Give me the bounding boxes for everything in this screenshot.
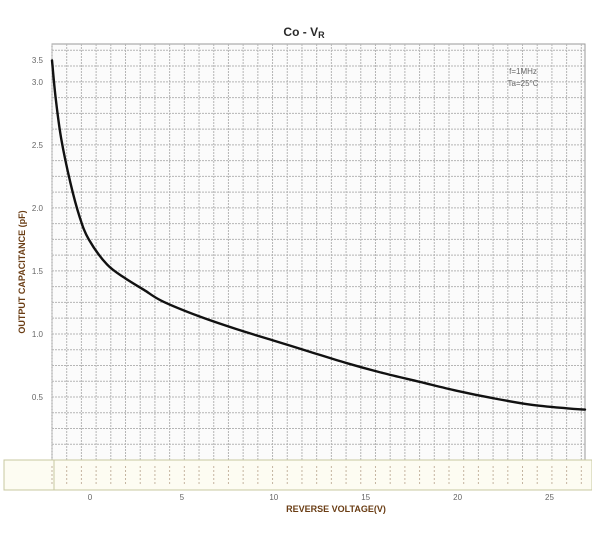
x-tick-label: 15	[361, 493, 370, 502]
data-point	[345, 362, 347, 364]
data-point	[565, 407, 568, 410]
data-point	[106, 263, 108, 266]
x-tick-label: 25	[545, 493, 554, 502]
data-point	[87, 238, 90, 241]
y-tick-label: 1.5	[32, 267, 44, 276]
data-point	[584, 408, 586, 411]
y-tick-label: 2.5	[32, 141, 44, 150]
y-tick-label: 2.0	[32, 204, 44, 213]
data-point	[529, 403, 531, 406]
data-point	[143, 289, 145, 291]
data-point	[418, 381, 421, 383]
condition-annotation: Ta=25°C	[508, 79, 539, 88]
chart-title: Co - VR	[283, 25, 325, 40]
x-tick-label: 20	[453, 493, 462, 502]
plot-area	[51, 43, 586, 461]
series-line	[50, 59, 587, 411]
data-point	[382, 372, 384, 374]
data-point	[308, 350, 311, 353]
data-point	[271, 339, 274, 342]
data-point	[54, 97, 57, 100]
data-point	[198, 315, 200, 318]
data-point	[78, 215, 81, 218]
data-point	[124, 277, 127, 280]
data-point	[492, 397, 494, 400]
data-point	[69, 181, 72, 184]
condition-annotation: f=1MHz	[509, 67, 537, 76]
data-point	[51, 59, 53, 62]
y-axis-title: OUTPUT CAPACITANCE (pF)	[17, 210, 27, 333]
x-tick-label: 0	[88, 493, 93, 502]
y-tick-label: 3.0	[32, 78, 44, 87]
x-axis-band	[3, 459, 592, 491]
y-tick-label: 1.0	[32, 330, 44, 339]
x-tick-label: 10	[269, 493, 278, 502]
data-point	[161, 300, 164, 302]
data-point	[455, 389, 458, 392]
data-point	[234, 328, 237, 330]
x-axis-title: REVERSE VOLTAGE(V)	[286, 504, 386, 514]
data-point	[60, 137, 62, 140]
y-tick-label: 0.5	[32, 393, 44, 402]
y-tick-label: 3.5	[32, 56, 44, 65]
x-tick-label: 5	[180, 493, 185, 502]
